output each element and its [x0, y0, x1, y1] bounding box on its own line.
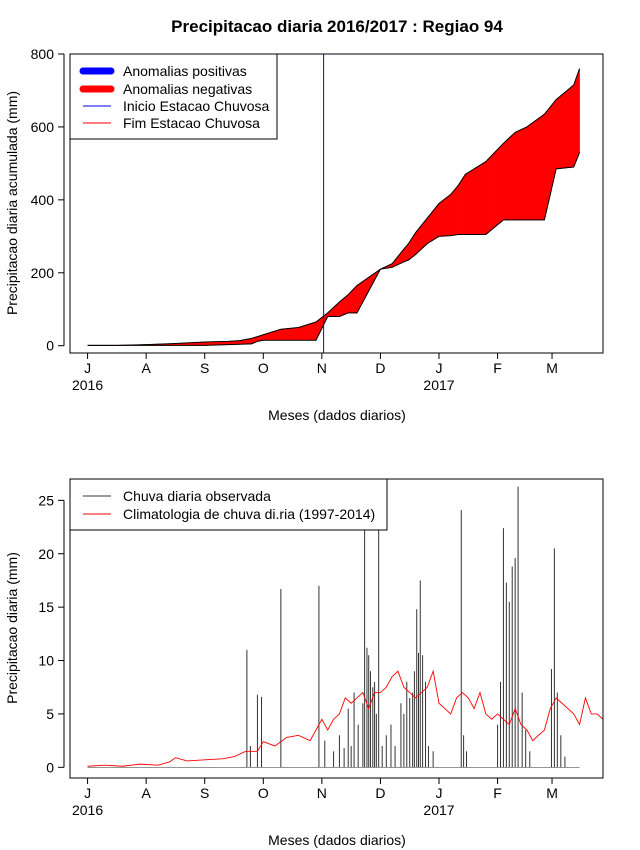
top-year-label: 2017 — [423, 377, 454, 393]
top-month-label: O — [258, 360, 269, 376]
bottom-y-axis-label: Precipitacao diaria (mm) — [4, 552, 20, 704]
top-month-label: J — [436, 360, 443, 376]
bottom-y-tick-label: 5 — [46, 706, 54, 722]
bottom-year-label: 2016 — [72, 802, 103, 818]
top-chart: 0 200 400 600 800 J A S O N D J F M 2016 2017 — [31, 46, 581, 393]
bottom-year-label: 2017 — [423, 802, 454, 818]
bottom-month-label: N — [317, 785, 327, 801]
top-month-label: M — [546, 360, 558, 376]
top-y-tick-label: 800 — [31, 46, 55, 62]
bottom-y-tick-label: 20 — [38, 546, 54, 562]
bottom-legend: Chuva diaria observada Climatologia de c… — [69, 478, 388, 531]
bottom-month-label: M — [546, 785, 558, 801]
bottom-y-tick-label: 0 — [46, 759, 54, 775]
climatology-cumulative-line — [87, 68, 581, 346]
top-legend: Anomalias positivas Anomalias negativas … — [69, 53, 278, 140]
top-year-label: 2016 — [72, 377, 103, 393]
bottom-month-label: O — [258, 785, 269, 801]
top-x-axis-label: Meses (dados diarios) — [268, 407, 406, 423]
top-y-axis-label: Precipitacao diaria acumulada (mm) — [4, 91, 20, 315]
top-month-label: J — [84, 360, 91, 376]
bottom-legend-box — [69, 478, 388, 531]
top-plot-frame — [69, 53, 604, 354]
bottom-y-tick-label: 15 — [38, 599, 54, 615]
legend-label-observed-rain: Chuva diaria observada — [123, 488, 271, 504]
top-month-label: N — [317, 360, 327, 376]
top-y-tick-label: 0 — [46, 338, 54, 354]
bottom-month-label: J — [436, 785, 443, 801]
top-month-label: D — [375, 360, 385, 376]
top-y-tick-label: 600 — [31, 119, 55, 135]
bottom-chart: 0 5 10 15 20 25 J A S O N D J F M 2016 2017 — [38, 486, 604, 818]
bottom-y-tick-label: 25 — [38, 492, 54, 508]
observed-cumulative-line — [87, 152, 581, 346]
legend-label-season-start: Inicio Estacao Chuvosa — [123, 98, 270, 114]
bottom-y-tick-label: 10 — [38, 653, 54, 669]
top-month-label: F — [493, 360, 502, 376]
top-y-tick-label: 400 — [31, 192, 55, 208]
legend-label-positive: Anomalias positivas — [123, 63, 247, 79]
bottom-month-label: J — [84, 785, 91, 801]
chart-title: Precipitacao diaria 2016/2017 : Regiao 9… — [171, 17, 503, 36]
bottom-month-label: A — [141, 785, 151, 801]
bottom-x-axis-label: Meses (dados diarios) — [268, 832, 406, 848]
bottom-month-label: S — [200, 785, 209, 801]
legend-label-climatology: Climatologia de chuva di.ria (1997-2014) — [123, 506, 375, 522]
top-month-label: A — [141, 360, 151, 376]
bottom-month-label: D — [375, 785, 385, 801]
legend-label-season-end: Fim Estacao Chuvosa — [123, 115, 260, 131]
climatology-daily-line — [87, 669, 604, 767]
legend-label-negative: Anomalias negativas — [123, 81, 252, 97]
top-y-tick-label: 200 — [31, 265, 55, 281]
top-month-label: S — [200, 360, 209, 376]
bottom-month-label: F — [493, 785, 502, 801]
negative-anomaly-segment — [578, 68, 580, 156]
